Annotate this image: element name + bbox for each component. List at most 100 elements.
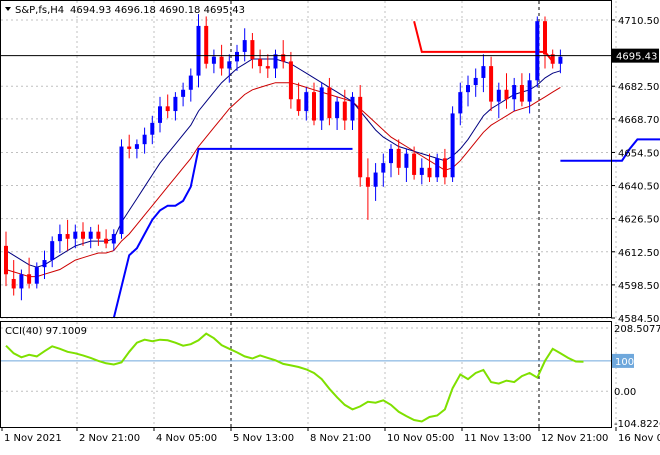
price-tick-label: 4654.50 (618, 148, 659, 159)
candle-body (343, 102, 347, 121)
candle-body (73, 232, 77, 239)
candle-body (173, 97, 177, 111)
candle-body (289, 61, 293, 99)
time-tick-label: 12 Nov 21:00 (541, 433, 608, 444)
candle-body (81, 232, 85, 239)
candle-body (466, 85, 470, 92)
candle-body (420, 168, 424, 175)
candle-body (381, 163, 385, 172)
candle-body (397, 149, 401, 168)
candle-body (358, 97, 362, 177)
chart-header: S&P,fs,H4 4694.93 4696.18 4690.18 4695.4… (5, 5, 245, 16)
time-tick-label: 2 Nov 21:00 (79, 433, 140, 444)
price-tick-label: 4626.50 (618, 215, 659, 226)
candle-body (327, 87, 331, 118)
candle-body (166, 106, 170, 111)
cci-label: CCI(40) 97.1009 (5, 326, 87, 337)
candle-body (458, 92, 462, 113)
candle-body (35, 267, 39, 284)
candle-body (127, 147, 131, 149)
candle-body (43, 260, 47, 267)
price-tick-label: 4682.50 (618, 82, 659, 93)
candle-body (258, 59, 262, 66)
candle-body (204, 26, 208, 64)
candle-body (497, 90, 501, 102)
price-tick-label: 4640.50 (618, 182, 659, 193)
candle-body (158, 106, 162, 123)
candle-body (112, 234, 116, 243)
cci-tick-label: 100 (615, 357, 634, 368)
ohlc-values: 4694.93 4696.18 4690.18 4695.43 (70, 5, 245, 16)
time-tick-label: 16 Nov 05:00 (618, 433, 660, 444)
candle-body (96, 232, 100, 239)
time-tick-label: 8 Nov 21:00 (310, 433, 371, 444)
candle-body (428, 168, 432, 177)
price-tick-label: 4710.50 (618, 16, 659, 27)
cci-tick-label: 208.5077 (614, 324, 660, 335)
candle-body (58, 234, 62, 241)
candle-body (351, 97, 355, 121)
candle-body (243, 40, 247, 52)
candle-body (120, 147, 124, 235)
candle-body (505, 90, 509, 99)
candle-body (374, 173, 378, 187)
candle-body (250, 40, 254, 59)
candle (120, 139, 124, 238)
time-tick-label: 5 Nov 13:00 (233, 433, 294, 444)
candle-body (235, 52, 239, 61)
cci-tick-label: 0.00 (614, 387, 636, 398)
candle-body (66, 234, 70, 239)
candle-body (274, 54, 278, 68)
candle (451, 106, 455, 182)
price-tick-label: 4612.50 (618, 248, 659, 259)
candle-body (266, 66, 270, 68)
candle-body (528, 80, 532, 101)
candle-body (312, 92, 316, 120)
candle-body (220, 57, 224, 69)
candle-body (27, 274, 31, 283)
candle-body (443, 158, 447, 177)
candle-body (558, 57, 562, 64)
time-tick-label: 4 Nov 05:00 (156, 433, 217, 444)
candle-body (181, 90, 185, 97)
candle-body (335, 102, 339, 119)
candle-body (197, 26, 201, 76)
candle-body (304, 92, 308, 111)
candle-body (481, 66, 485, 78)
candle (358, 85, 362, 187)
candle-body (474, 78, 478, 85)
candle-body (135, 144, 139, 149)
cci-tick-label: -104.8226 (614, 419, 660, 430)
candle-body (143, 135, 147, 144)
candle-body (404, 154, 408, 168)
candle-body (189, 76, 193, 90)
candle-body (4, 246, 8, 274)
candle-body (104, 239, 108, 244)
candle-body (489, 66, 493, 101)
current-price-label: 4695.43 (616, 52, 657, 63)
candle-body (451, 113, 455, 177)
candle-body (535, 21, 539, 80)
time-tick-label: 10 Nov 05:00 (387, 433, 454, 444)
candle-body (150, 123, 154, 135)
candle-body (227, 61, 231, 68)
candle-body (543, 21, 547, 54)
candle-body (12, 279, 16, 288)
candle-body (412, 154, 416, 175)
candle-body (50, 241, 54, 260)
candle-body (366, 177, 370, 186)
candle-body (89, 232, 93, 239)
candle-body (320, 87, 324, 120)
candle-body (19, 274, 23, 288)
candle-body (520, 85, 524, 102)
candle-body (212, 57, 216, 64)
candle (535, 16, 539, 87)
candle-body (512, 85, 516, 99)
candle-body (297, 99, 301, 111)
time-tick-label: 1 Nov 2021 (4, 433, 62, 444)
candle-body (435, 158, 439, 177)
symbol-label: S&P,fs,H4 (15, 5, 64, 16)
